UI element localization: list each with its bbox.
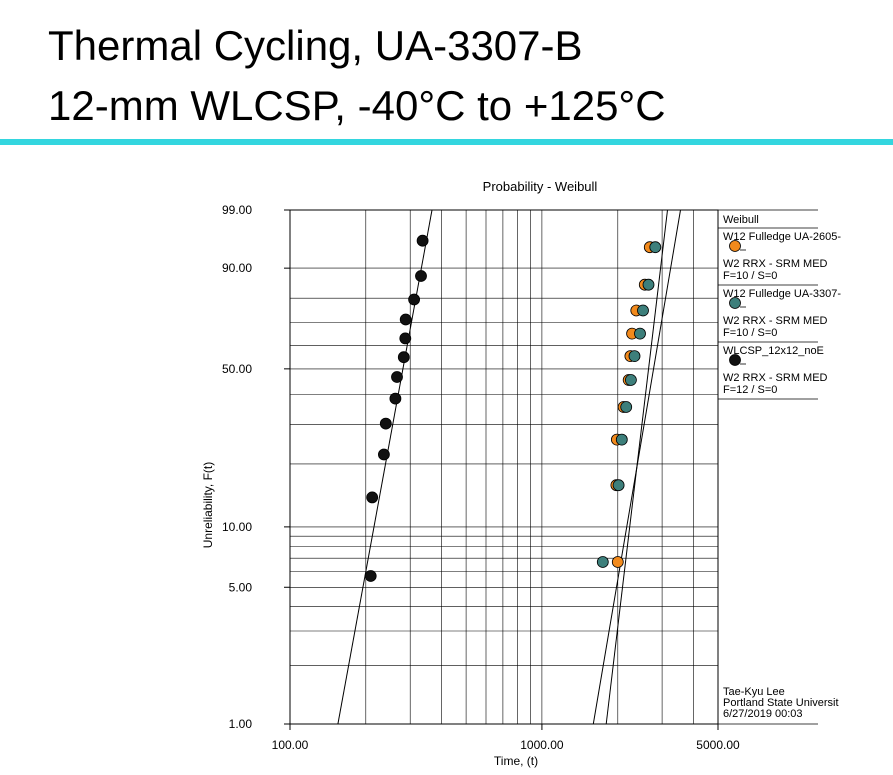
x-tick-label: 5000.00 bbox=[696, 738, 740, 752]
y-tick-label: 10.00 bbox=[222, 520, 252, 534]
data-point-series-2 bbox=[625, 374, 637, 386]
legend-series-detail: F=10 / S=0 bbox=[723, 327, 777, 339]
legend-series-name: W12 Fulledge UA-3307- bbox=[723, 288, 841, 300]
footer-line: 6/27/2019 00:03 bbox=[723, 708, 803, 720]
data-point-series-2 bbox=[634, 327, 646, 340]
data-point-series-2 bbox=[596, 556, 609, 568]
data-point-series-3 bbox=[377, 448, 390, 461]
title-divider bbox=[0, 139, 893, 145]
x-axis-label: Time, (t) bbox=[494, 754, 538, 768]
legend-marker-series-2 bbox=[729, 297, 741, 309]
data-point-series-3 bbox=[397, 351, 410, 364]
data-point-series-1 bbox=[611, 556, 624, 568]
legend-series-detail: W2 RRX - SRM MED bbox=[723, 258, 828, 270]
chart-title: Probability - Weibull bbox=[483, 179, 598, 194]
y-axis-label: Unreliability, F(t) bbox=[201, 462, 215, 548]
legend-marker-series-3 bbox=[729, 354, 741, 366]
legend-series-name: W12 Fulledge UA-2605- bbox=[723, 231, 841, 243]
y-tick-label: 1.00 bbox=[229, 717, 253, 731]
legend-marker-series-1 bbox=[729, 240, 741, 252]
plot-frame bbox=[289, 209, 719, 725]
data-point-series-3 bbox=[364, 570, 377, 582]
footer-line: Tae-Kyu Lee bbox=[723, 686, 785, 698]
legend-series-name: WLCSP_12x12_noE bbox=[723, 345, 824, 357]
data-point-series-3 bbox=[389, 392, 402, 405]
data-point-series-2 bbox=[612, 479, 625, 492]
data-point-series-3 bbox=[366, 491, 379, 504]
data-point-series-3 bbox=[415, 270, 427, 282]
legend-series-detail: F=12 / S=0 bbox=[723, 384, 777, 396]
data-point-series-2 bbox=[615, 433, 628, 446]
y-tick-label: 90.00 bbox=[222, 261, 252, 275]
data-point-series-3 bbox=[399, 332, 412, 345]
data-point-series-3 bbox=[379, 417, 392, 430]
fit-line-series-2 bbox=[605, 209, 668, 725]
data-point-series-3 bbox=[416, 234, 429, 247]
fit-line-series-3 bbox=[337, 209, 433, 725]
data-points bbox=[364, 234, 662, 582]
slide-title-line2: 12-mm WLCSP, -40°C to +125°C bbox=[48, 82, 666, 129]
data-point-series-2 bbox=[628, 350, 641, 363]
data-point-series-3 bbox=[408, 293, 421, 306]
y-tick-label: 99.00 bbox=[222, 203, 252, 217]
data-point-series-2 bbox=[620, 401, 633, 413]
x-tick-label: 1000.00 bbox=[520, 738, 564, 752]
legend-series-detail: F=10 / S=0 bbox=[723, 270, 777, 282]
legend-title: Weibull bbox=[723, 214, 759, 226]
y-tick-label: 5.00 bbox=[229, 580, 253, 594]
data-point-series-2 bbox=[649, 241, 662, 254]
data-point-series-3 bbox=[391, 371, 403, 383]
legend-series-detail: W2 RRX - SRM MED bbox=[723, 315, 828, 327]
y-tick-label: 50.00 bbox=[222, 362, 252, 376]
x-tick-label: 100.00 bbox=[272, 738, 309, 752]
data-point-series-2 bbox=[642, 278, 655, 291]
data-point-series-2 bbox=[637, 304, 649, 317]
data-point-series-3 bbox=[399, 313, 412, 326]
fit-lines bbox=[337, 209, 681, 725]
legend: Weibull W12 Fulledge UA-2605- W2 RRX - SRM… bbox=[718, 209, 841, 725]
slide-title-line1: Thermal Cycling, UA-3307-B bbox=[48, 22, 583, 69]
axis-tick-labels: 1.00 5.00 10.00 50.00 90.00 99.00 100.00 1000.0… bbox=[222, 203, 740, 752]
footer-line: Portland State Universit bbox=[723, 697, 839, 709]
legend-series-detail: W2 RRX - SRM MED bbox=[723, 372, 828, 384]
